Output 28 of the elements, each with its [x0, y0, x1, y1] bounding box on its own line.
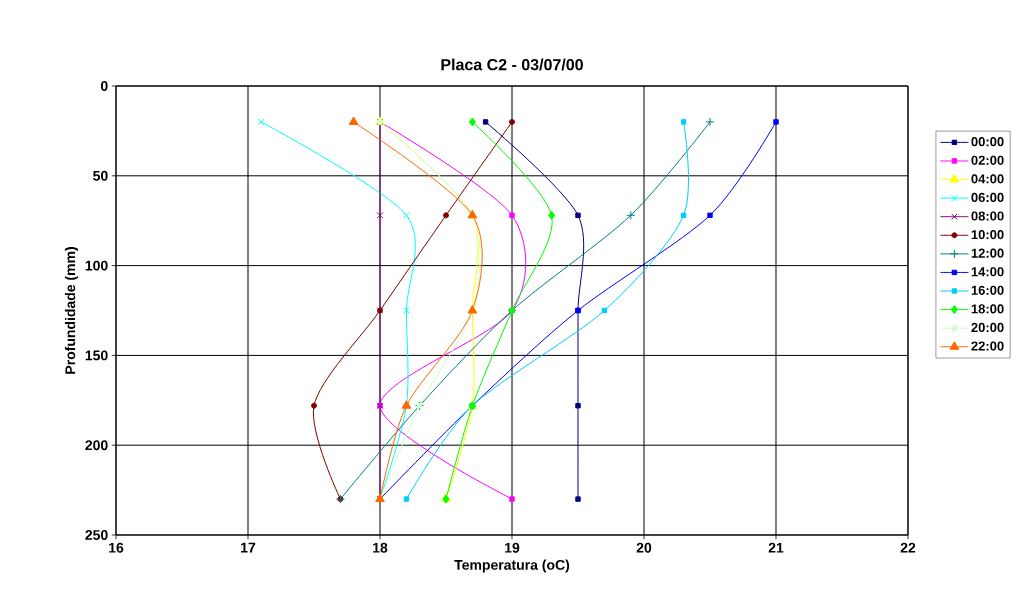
y-tick-label: 200 [85, 440, 108, 451]
y-tick-label: 100 [85, 260, 108, 271]
x-tick-label: 22 [900, 542, 916, 553]
legend-label: 16:00 [971, 285, 1004, 295]
legend-label: 14:00 [971, 267, 1004, 277]
legend-label: 00:00 [971, 137, 1004, 147]
x-tick-label: 19 [505, 542, 520, 553]
legend-label: 22:00 [971, 341, 1004, 351]
legend-label: 12:00 [971, 248, 1004, 258]
y-tick-label: 0 [100, 81, 108, 91]
y-axis-title: Profundidade (mm) [64, 247, 78, 374]
legend-label: 02:00 [971, 155, 1004, 165]
x-axis-title: Temperatura (oC) [454, 559, 570, 573]
legend-label: 08:00 [971, 211, 1004, 221]
y-tick-label: 150 [85, 350, 108, 361]
x-tick-label: 21 [768, 542, 784, 553]
y-tick-label: 50 [93, 170, 108, 181]
x-tick-label: 18 [373, 542, 388, 553]
chart-title: Placa C2 - 03/07/00 [441, 58, 583, 71]
x-tick-label: 17 [241, 542, 256, 553]
legend-label: 04:00 [971, 174, 1004, 184]
x-tick-label: 16 [109, 542, 124, 553]
legend-label: 06:00 [971, 192, 1004, 203]
legend-label: 18:00 [971, 304, 1004, 314]
y-tick-label: 250 [85, 530, 108, 540]
x-tick-label: 20 [636, 542, 652, 553]
legend-label: 10:00 [971, 229, 1004, 240]
legend-label: 20:00 [971, 322, 1004, 333]
